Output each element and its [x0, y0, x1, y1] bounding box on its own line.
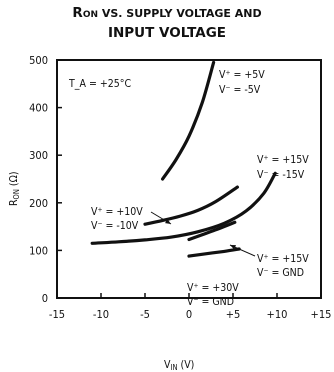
label-5v-line2: V⁻ = -5V — [219, 84, 261, 96]
y-axis: 0 100 200 300 400 500 — [29, 54, 62, 305]
y-tick-label: 100 — [29, 244, 48, 257]
label-arrows — [150, 211, 256, 257]
chart-title: RON VS. SUPPLY VOLTAGE AND INPUT VOLTAGE — [0, 4, 334, 42]
series-30v-gnd-curve — [187, 247, 241, 258]
x-axis-label: VIN (V) — [164, 359, 194, 372]
label-15v-line1: V⁺ = +15V — [257, 154, 309, 166]
y-tick-label: 400 — [29, 102, 48, 115]
title-rest: VS. SUPPLY VOLTAGE AND — [98, 7, 262, 20]
label-10v-line1: V⁺ = +10V — [91, 206, 143, 218]
x-tick-label: +5 — [226, 308, 241, 321]
x-tick-label: 0 — [186, 308, 192, 321]
x-axis-label-main: V — [164, 359, 171, 371]
y-tick-label: 500 — [29, 54, 48, 67]
label-15v-line2: V⁻ = -15V — [257, 169, 305, 181]
series-10v-curve — [143, 185, 239, 226]
label-30v-gnd-line1: V⁺ = +30V — [187, 282, 239, 294]
series-15v-gnd-curve — [187, 220, 237, 242]
condition-label: T_A = +25°C — [68, 78, 132, 90]
x-axis-label-sub: IN — [170, 363, 177, 372]
y-axis-label: RON (Ω) — [8, 171, 21, 206]
arrow-10v-head — [165, 219, 171, 224]
x-tick-label: +10 — [267, 308, 288, 321]
title-line2: INPUT VOLTAGE — [107, 25, 227, 41]
x-axis-label-unit: (V) — [178, 359, 195, 371]
x-tick-label: +15 — [311, 308, 332, 321]
label-30v-gnd-line2: V⁻ = GND — [187, 296, 234, 308]
y-tick-label: 0 — [42, 292, 48, 305]
series-15v-curve — [90, 171, 277, 245]
x-axis: -15 -10 -5 0 +5 +10 +15 — [49, 293, 332, 321]
label-5v-line1: V⁺ = +5V — [219, 69, 265, 81]
label-15v-gnd-line1: V⁺ = +15V — [257, 253, 309, 265]
label-15v-gnd-line2: V⁻ = GND — [257, 267, 304, 279]
y-axis-label-unit: (Ω) — [8, 171, 20, 189]
y-tick-label: 300 — [29, 149, 48, 162]
x-tick-label: -5 — [140, 308, 150, 321]
title-subscript: ON — [82, 10, 98, 20]
y-tick-label: 200 — [29, 197, 48, 210]
x-tick-label: -15 — [49, 308, 65, 321]
title-main: R — [72, 5, 83, 21]
y-axis-label-main: R — [8, 199, 20, 206]
series-curves — [90, 60, 277, 258]
x-tick-label: -10 — [93, 308, 109, 321]
series-5v-curve — [161, 60, 216, 181]
label-10v-line2: V⁻ = -10V — [91, 220, 139, 232]
arrow-15v-gnd-head — [230, 245, 236, 250]
y-axis-label-sub: ON — [12, 189, 21, 199]
